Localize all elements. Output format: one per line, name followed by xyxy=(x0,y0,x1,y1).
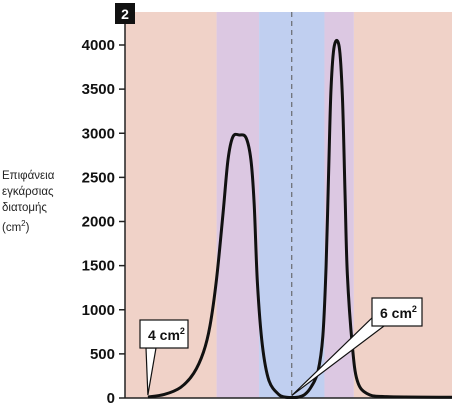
callout-text-2: 6 cm xyxy=(380,305,412,321)
callout-text-1: 4 cm xyxy=(148,327,180,343)
y-axis-unit-close: ) xyxy=(25,221,30,234)
panel-badge-box xyxy=(115,3,135,24)
y-axis-label: Επιφάνεια εγκάρσιας διατομής (cm2) xyxy=(2,168,72,236)
y-axis-unit-sup: 2 xyxy=(21,219,26,228)
y-tick-label-3000: 3000 xyxy=(82,125,115,142)
y-axis-label-line-1: Επιφάνεια xyxy=(2,170,55,182)
callout-label-2: 6 cm2 xyxy=(380,304,417,321)
panel-badge: 2 xyxy=(115,3,135,24)
region-band-5 xyxy=(353,12,452,398)
y-tick-label-4000: 4000 xyxy=(82,37,115,54)
y-tick-label-0: 0 xyxy=(107,390,115,407)
y-tick-label-2000: 2000 xyxy=(82,214,115,231)
callout-sup-2: 2 xyxy=(412,304,417,314)
series-line xyxy=(147,38,453,400)
y-tick-label-3500: 3500 xyxy=(82,81,115,98)
y-tick-label-500: 500 xyxy=(90,346,115,363)
y-tick-labels: 0 500 1000 1500 2000 2500 3000 3500 4000 xyxy=(82,37,115,407)
y-tick-label-1500: 1500 xyxy=(82,258,115,275)
y-axis-label-line-2: εγκάρσιας xyxy=(2,186,54,198)
y-tick-label-1000: 1000 xyxy=(82,302,115,319)
callout-label-1: 4 cm2 xyxy=(148,326,185,343)
panel-number: 2 xyxy=(121,6,129,22)
y-axis-label-line-3: διατομής xyxy=(2,202,47,214)
region-band-4 xyxy=(324,12,354,398)
y-axis-unit-open: (cm xyxy=(2,221,22,234)
callout-fill-2 xyxy=(373,299,421,325)
callout-sup-1: 2 xyxy=(180,326,185,336)
callout-fill-1 xyxy=(141,321,187,347)
y-tick-label-2500: 2500 xyxy=(82,169,115,186)
y-axis-label-line-4: (cm2) xyxy=(2,216,72,236)
